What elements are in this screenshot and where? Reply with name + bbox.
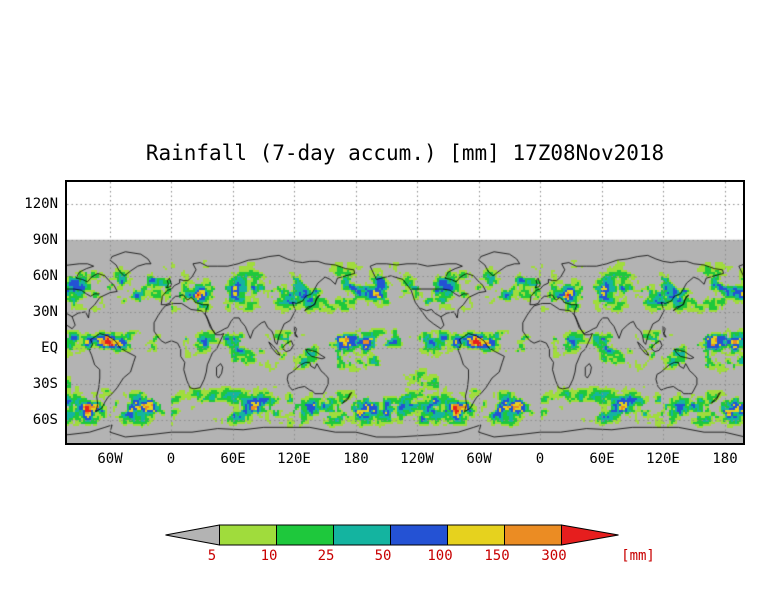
colorbar-label-300: 300 [541, 548, 567, 564]
colorbar-unit-label: [mm] [621, 548, 655, 564]
colorbar-tail-below-5 [165, 524, 220, 546]
lon-tick-0-2: 0 [535, 451, 545, 467]
lon-tick-180-1: 180 [343, 451, 369, 467]
colorbar-segment-5-10 [219, 524, 277, 546]
lat-tick-90n: 90N [32, 232, 58, 248]
plot-title: Rainfall (7-day accum.) [mm] 17Z08Nov201… [145, 141, 665, 165]
map-plot-frame [65, 180, 745, 445]
colorbar-segment-25-50 [333, 524, 391, 546]
lon-tick-0-1: 0 [166, 451, 176, 467]
lon-tick-180-2: 180 [712, 451, 738, 467]
lat-tick-60s: 60S [32, 412, 58, 428]
rainfall-map-canvas [67, 182, 743, 443]
colorbar-label-100: 100 [427, 548, 453, 564]
lon-tick-60e-2: 60E [589, 451, 615, 467]
colorbar-segment-10-25 [276, 524, 334, 546]
colorbar-legend [165, 524, 619, 546]
colorbar-segment-50-100 [390, 524, 448, 546]
lat-tick-60n: 60N [32, 268, 58, 284]
lat-tick-30s: 30S [32, 376, 58, 392]
colorbar-label-150: 150 [484, 548, 510, 564]
lon-tick-60e-1: 60E [220, 451, 246, 467]
colorbar-label-25: 25 [317, 548, 335, 564]
colorbar-label-5: 5 [207, 548, 217, 564]
lon-tick-60w-2: 60W [466, 451, 492, 467]
lon-tick-60w-1: 60W [97, 451, 123, 467]
colorbar-label-10: 10 [260, 548, 278, 564]
colorbar-segment-100-150 [447, 524, 505, 546]
lon-tick-120e-1: 120E [277, 451, 311, 467]
colorbar-head-above-300 [561, 524, 619, 546]
lat-tick-120n: 120N [24, 196, 58, 212]
lat-tick-eq: EQ [41, 340, 58, 356]
lat-tick-30n: 30N [32, 304, 58, 320]
colorbar-label-50: 50 [374, 548, 392, 564]
lon-tick-120e-2: 120E [646, 451, 680, 467]
colorbar-segment-150-300 [504, 524, 562, 546]
lon-tick-120w: 120W [400, 451, 434, 467]
